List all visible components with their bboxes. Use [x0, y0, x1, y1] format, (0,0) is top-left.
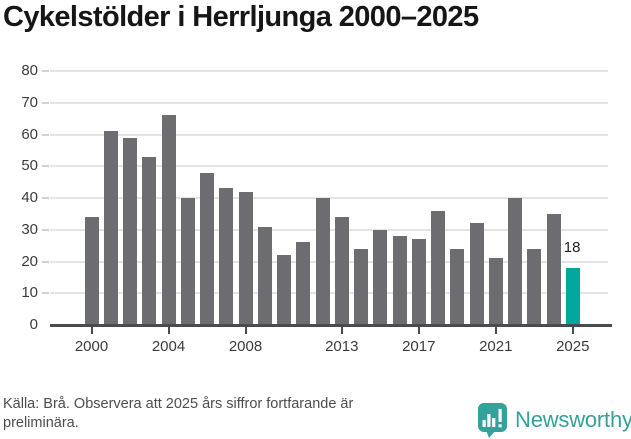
bar-2008	[238, 191, 253, 325]
bar-2024	[546, 213, 561, 325]
y-axis-label: 50	[21, 157, 38, 175]
x-axis-label: 2017	[402, 338, 436, 355]
bar-2022	[508, 198, 522, 325]
bar-2002	[123, 137, 137, 325]
x-axis-tick	[244, 327, 247, 334]
bar-2014	[354, 248, 368, 325]
y-axis-label: 60	[21, 125, 38, 143]
bar-2009	[257, 226, 272, 325]
bar-2005	[180, 198, 195, 325]
chart-title: Cykelstölder i Herrljunga 2000–2025	[3, 1, 479, 33]
bar-2011	[296, 242, 311, 325]
bar-2019	[450, 248, 465, 325]
source-note: Källa: Brå. Observera att 2025 års siffr…	[3, 396, 354, 431]
bar-2006	[200, 172, 214, 325]
y-axis-tick	[42, 292, 49, 295]
x-axis-tick	[571, 327, 574, 334]
y-axis-label: 10	[21, 284, 38, 302]
y-axis-label: 20	[21, 252, 38, 270]
y-axis-label: 80	[21, 62, 38, 79]
bar-2021	[488, 258, 503, 325]
bar-2015	[373, 229, 388, 325]
y-axis-label: 30	[21, 220, 38, 238]
x-axis-line	[50, 324, 612, 327]
newsworthy-bubble-chart-icon	[478, 402, 508, 438]
y-axis-tick	[42, 260, 49, 263]
y-axis-tick	[42, 165, 49, 168]
x-axis-tick	[167, 327, 170, 334]
bar-2000	[84, 217, 99, 325]
x-axis-tick	[494, 327, 497, 334]
bar-2004	[161, 115, 176, 325]
y-axis-label: 70	[21, 93, 38, 111]
y-axis-tick	[42, 197, 49, 199]
y-axis-label: 0	[29, 316, 38, 333]
x-axis-label: 2013	[325, 338, 359, 355]
x-axis-label: 2000	[74, 338, 109, 355]
y-axis-tick	[42, 101, 49, 104]
y-axis-label: 40	[21, 189, 38, 206]
bar-2003	[142, 156, 157, 325]
x-axis-label: 2021	[479, 338, 513, 355]
gridline	[50, 133, 608, 136]
x-axis-label: 2025	[556, 338, 590, 355]
x-axis-label: 2004	[151, 338, 186, 355]
x-axis-tick	[417, 327, 420, 334]
x-axis-tick	[90, 327, 93, 334]
gridline	[50, 70, 608, 72]
gridline	[50, 165, 608, 168]
newsworthy-logo[interactable]: Newsworthy	[478, 401, 631, 439]
bar-2007	[219, 188, 234, 325]
x-axis-label: 2008	[228, 338, 263, 355]
bar-2013	[334, 217, 349, 325]
highlight-value-label: 18	[563, 238, 581, 256]
bar-2016	[392, 236, 407, 325]
y-axis-tick	[42, 228, 49, 231]
newsworthy-wordmark: Newsworthy	[515, 407, 631, 432]
bar-2001	[103, 131, 118, 325]
x-axis-tick	[340, 327, 343, 334]
bar-2017	[411, 239, 426, 325]
y-axis-tick	[42, 70, 49, 72]
bar-2023	[527, 248, 542, 325]
bar-2010	[277, 255, 291, 325]
y-axis-tick	[42, 133, 49, 136]
bar-2012	[315, 198, 330, 325]
bar-2018	[431, 210, 445, 325]
bar-2020	[469, 223, 484, 325]
gridline	[50, 101, 608, 104]
bar-2025	[565, 267, 580, 325]
